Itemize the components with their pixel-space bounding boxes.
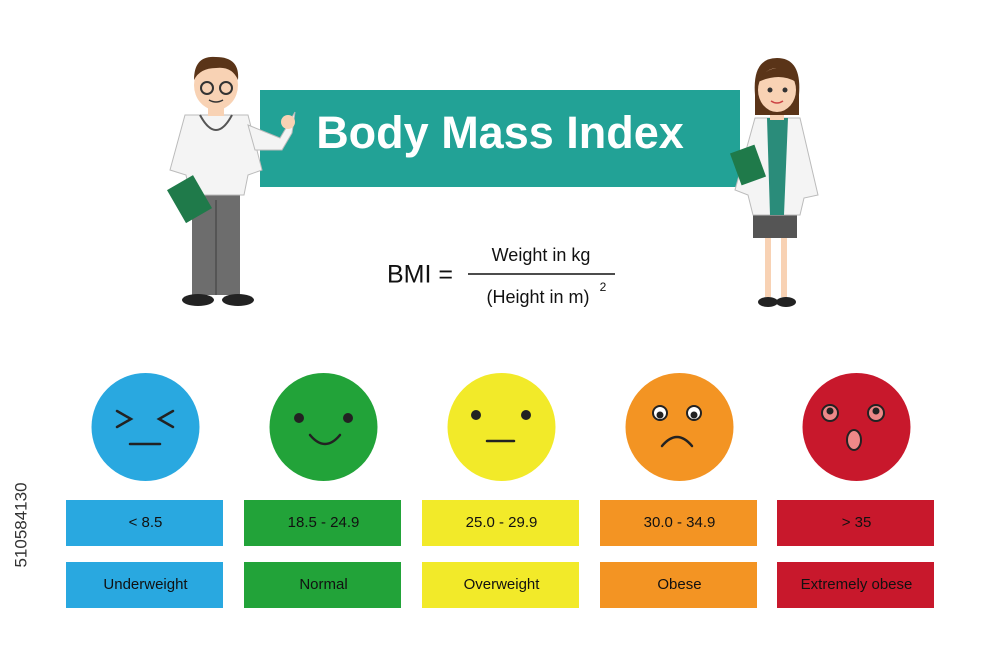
female-doctor [729,58,819,307]
label-text: Overweight [464,576,541,593]
label-box [66,562,223,608]
label-text: Extremely obese [801,576,913,593]
range-text: 25.0 - 29.9 [466,514,538,531]
watermark-id: 510584130 [11,482,30,567]
face-features [115,404,885,451]
label-text: Underweight [103,576,188,593]
title: Body Mass Index [316,107,684,158]
range-box [777,500,934,546]
range-box [66,500,223,546]
formula-denominator: (Height in m) [486,287,589,307]
label-box [422,562,579,608]
range-text: 18.5 - 24.9 [288,514,360,531]
label-box [777,562,934,608]
range-text: < 8.5 [129,514,163,531]
face [625,373,734,481]
title-banner [260,90,740,187]
range-text: 30.0 - 34.9 [644,514,716,531]
range-box [244,500,401,546]
range-text: > 35 [842,514,872,531]
formula-exponent: 2 [600,280,607,294]
categories: < 8.5 Underweight 18.5 - 24.9 Normal 25.0 - … [66,373,934,608]
male-doctor [167,56,296,306]
label-text: Normal [299,576,347,593]
label-text: Obese [657,576,701,593]
label-box [600,562,757,608]
face [91,373,200,481]
face [269,373,378,481]
range-box [600,500,757,546]
face [447,373,556,481]
formula-lhs: BMI = [387,261,453,289]
range-box [422,500,579,546]
face [802,373,911,481]
label-box [244,562,401,608]
formula-numerator: Weight in kg [492,245,591,265]
